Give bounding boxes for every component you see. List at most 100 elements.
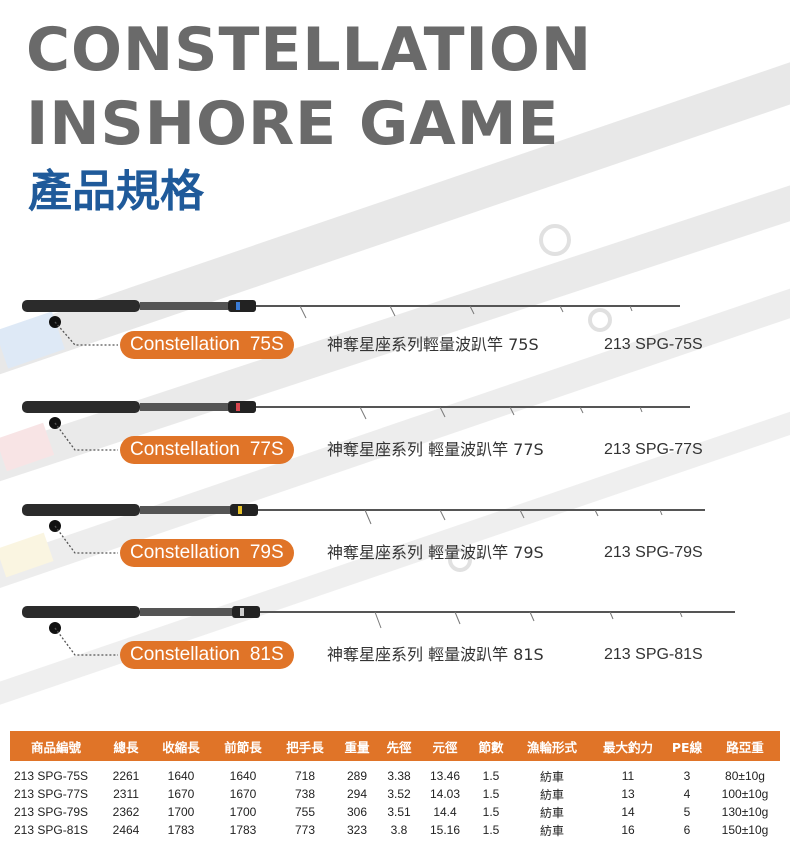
table-cell: 3.51 [387,805,411,819]
rod-graphic [22,504,705,554]
table-row: 213 SPG-77S 2311 1670 1670 738 294 3.52 … [10,785,780,803]
table-cell: 14 [621,805,635,819]
title-line-2: INSHORE GAME [26,89,560,159]
col-header: 節數 [470,731,512,761]
rod-band-icon [240,608,244,616]
col-header: 商品編號 [10,731,102,761]
table-cell: 1783 [229,823,257,837]
table-cell: 3.8 [390,823,408,837]
leader-line-icon [54,321,118,346]
rod-sku: 213 SPG-79S [604,544,703,561]
col-header: 路亞重 [710,731,780,761]
table-row: 213 SPG-75S 2261 1640 1640 718 289 3.38 … [10,761,780,785]
subtitle: 產品規格 [28,166,204,217]
rod-model-pill: Constellation 75S [120,331,294,359]
table-cell: 755 [294,805,316,819]
rod-graphic [22,606,735,656]
col-header: 元徑 [420,731,470,761]
leader-line-icon [54,422,118,451]
rod-chinese-name: 神奪星座系列 輕量波趴竿 79S [327,543,544,562]
col-header: 漁輪形式 [512,731,592,761]
table-cell: 306 [346,805,368,819]
table-cell: 213 SPG-75S [14,769,89,783]
rod-model-label: Constellation [130,644,240,665]
table-cell: 紡車 [539,769,564,784]
table-cell: 2464 [112,823,140,837]
table-cell: 1783 [167,823,195,837]
rod-graphic [22,401,690,451]
table-cell: 1.5 [482,805,500,819]
table-cell: 1670 [229,787,257,801]
col-header: 總長 [102,731,150,761]
rod-band-icon [236,302,240,310]
rod-sku: 213 SPG-77S [604,441,703,458]
table-cell: 80±10g [725,769,765,783]
table-cell: 773 [294,823,316,837]
table-cell: 3 [683,769,691,783]
table-cell: 14.4 [433,805,457,819]
table-cell: 11 [621,769,635,783]
table-cell: 213 SPG-81S [14,823,89,837]
rod-band-icon [236,403,240,411]
table-row: 213 SPG-81S 2464 1783 1783 773 323 3.8 1… [10,821,780,839]
rod-model-code: 77S [249,439,284,460]
table-cell: 1640 [229,769,257,783]
table-cell: 100±10g [721,787,769,801]
table-cell: 6 [683,823,691,837]
rod-model-label: Constellation [130,439,240,460]
spec-header-row: 商品編號 總長 收縮長 前節長 把手長 重量 先徑 元徑 節數 漁輪形式 最大釣… [10,731,780,761]
rod-model-code: 79S [249,542,284,563]
table-cell: 150±10g [721,823,769,837]
title-line-1: CONSTELLATION [26,15,593,85]
table-cell: 1.5 [482,769,500,783]
rod-sku: 213 SPG-81S [604,646,703,663]
table-cell: 1670 [167,787,195,801]
rod-graphic [22,300,680,346]
table-cell: 738 [294,787,316,801]
rod-band-icon [238,506,242,514]
table-row: 213 SPG-79S 2362 1700 1700 755 306 3.51 … [10,803,780,821]
table-cell: 130±10g [721,805,769,819]
rod-model-code: 81S [249,644,284,665]
rod-chinese-name: 神奪星座系列輕量波趴竿 75S [327,335,539,354]
table-cell: 3.38 [387,769,411,783]
spec-table: 商品編號 總長 收縮長 前節長 把手長 重量 先徑 元徑 節數 漁輪形式 最大釣… [10,731,780,839]
table-cell: 紡車 [539,805,564,820]
rod-chinese-name: 神奪星座系列 輕量波趴竿 77S [327,440,544,459]
col-header: 前節長 [212,731,274,761]
table-cell: 4 [683,787,691,801]
table-cell: 1700 [229,805,257,819]
table-cell: 289 [346,769,368,783]
leader-line-icon [54,525,118,554]
table-cell: 2311 [113,787,139,801]
table-cell: 1700 [167,805,195,819]
table-cell: 紡車 [539,787,564,802]
rod-model-code: 75S [249,334,284,355]
table-cell: 13.46 [429,769,461,783]
rod-model-pill: Constellation 77S [120,436,294,464]
table-cell: 213 SPG-79S [14,805,89,819]
rod-item: Constellation 75S 神奪星座系列輕量波趴竿 75S 213 SPG… [0,290,790,370]
table-cell: 13 [621,787,635,801]
rod-model-pill: Constellation 79S [120,539,294,567]
table-cell: 1.5 [482,823,500,837]
rod-model-pill: Constellation 81S [120,641,294,669]
table-cell: 718 [294,769,316,783]
rod-chinese-name: 神奪星座系列 輕量波趴竿 81S [327,645,544,664]
rod-model-label: Constellation [130,542,240,563]
table-cell: 3.52 [387,787,411,801]
table-cell: 紡車 [539,823,564,838]
table-cell: 2362 [112,805,140,819]
table-cell: 213 SPG-77S [14,787,89,801]
table-cell: 16 [621,823,635,837]
spec-table-container: 商品編號 總長 收縮長 前節長 把手長 重量 先徑 元徑 節數 漁輪形式 最大釣… [10,731,780,839]
table-cell: 1640 [167,769,195,783]
col-header: 收縮長 [150,731,212,761]
rod-sku: 213 SPG-75S [604,336,703,353]
table-cell: 5 [683,805,691,819]
rod-model-label: Constellation [130,334,240,355]
col-header: 重量 [336,731,378,761]
table-cell: 14.03 [429,787,461,801]
col-header: 先徑 [378,731,420,761]
